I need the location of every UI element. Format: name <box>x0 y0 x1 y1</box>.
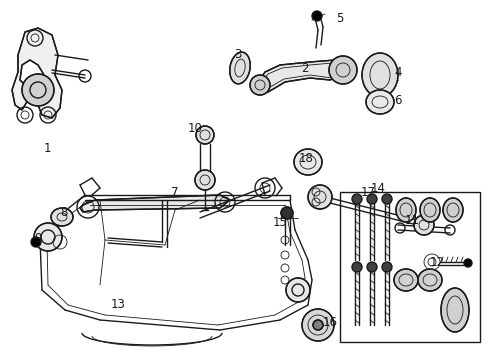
Ellipse shape <box>419 198 439 222</box>
Text: 15: 15 <box>272 216 287 229</box>
Ellipse shape <box>440 288 468 332</box>
Ellipse shape <box>365 90 393 114</box>
Ellipse shape <box>361 53 397 97</box>
Circle shape <box>312 320 323 330</box>
Text: 11: 11 <box>404 213 419 226</box>
Circle shape <box>351 262 361 272</box>
Text: 12: 12 <box>428 256 444 269</box>
Circle shape <box>366 194 376 204</box>
Ellipse shape <box>51 208 73 226</box>
Circle shape <box>195 170 215 190</box>
Polygon shape <box>258 60 345 92</box>
Circle shape <box>463 259 471 267</box>
Circle shape <box>249 75 269 95</box>
Circle shape <box>413 215 433 235</box>
Circle shape <box>381 262 391 272</box>
Circle shape <box>366 262 376 272</box>
Text: 3: 3 <box>234 49 241 62</box>
Text: 8: 8 <box>60 207 67 220</box>
Circle shape <box>302 309 333 341</box>
Text: 5: 5 <box>336 12 343 24</box>
Circle shape <box>328 56 356 84</box>
Circle shape <box>22 74 54 106</box>
Polygon shape <box>12 28 62 118</box>
Text: 10: 10 <box>187 122 202 135</box>
Circle shape <box>307 185 331 209</box>
Text: 4: 4 <box>393 67 401 80</box>
Ellipse shape <box>393 269 417 291</box>
Bar <box>339 192 479 342</box>
Text: 6: 6 <box>393 94 401 107</box>
Circle shape <box>311 11 321 21</box>
Ellipse shape <box>293 149 321 175</box>
Polygon shape <box>80 195 229 212</box>
Circle shape <box>285 278 309 302</box>
Ellipse shape <box>417 269 441 291</box>
Text: 16: 16 <box>322 316 337 329</box>
Circle shape <box>34 223 62 251</box>
Circle shape <box>281 207 292 219</box>
Circle shape <box>381 194 391 204</box>
Text: 2: 2 <box>301 62 308 75</box>
Circle shape <box>351 194 361 204</box>
Ellipse shape <box>442 198 462 222</box>
Ellipse shape <box>395 198 415 222</box>
Circle shape <box>196 126 214 144</box>
Text: 17: 17 <box>360 185 375 198</box>
Circle shape <box>31 237 41 247</box>
Text: 1: 1 <box>43 141 51 154</box>
Text: 13: 13 <box>110 298 125 311</box>
Text: 14: 14 <box>370 181 385 194</box>
Text: 7: 7 <box>171 185 179 198</box>
Text: 9: 9 <box>34 231 41 244</box>
Ellipse shape <box>229 52 250 84</box>
Text: 18: 18 <box>298 152 313 165</box>
